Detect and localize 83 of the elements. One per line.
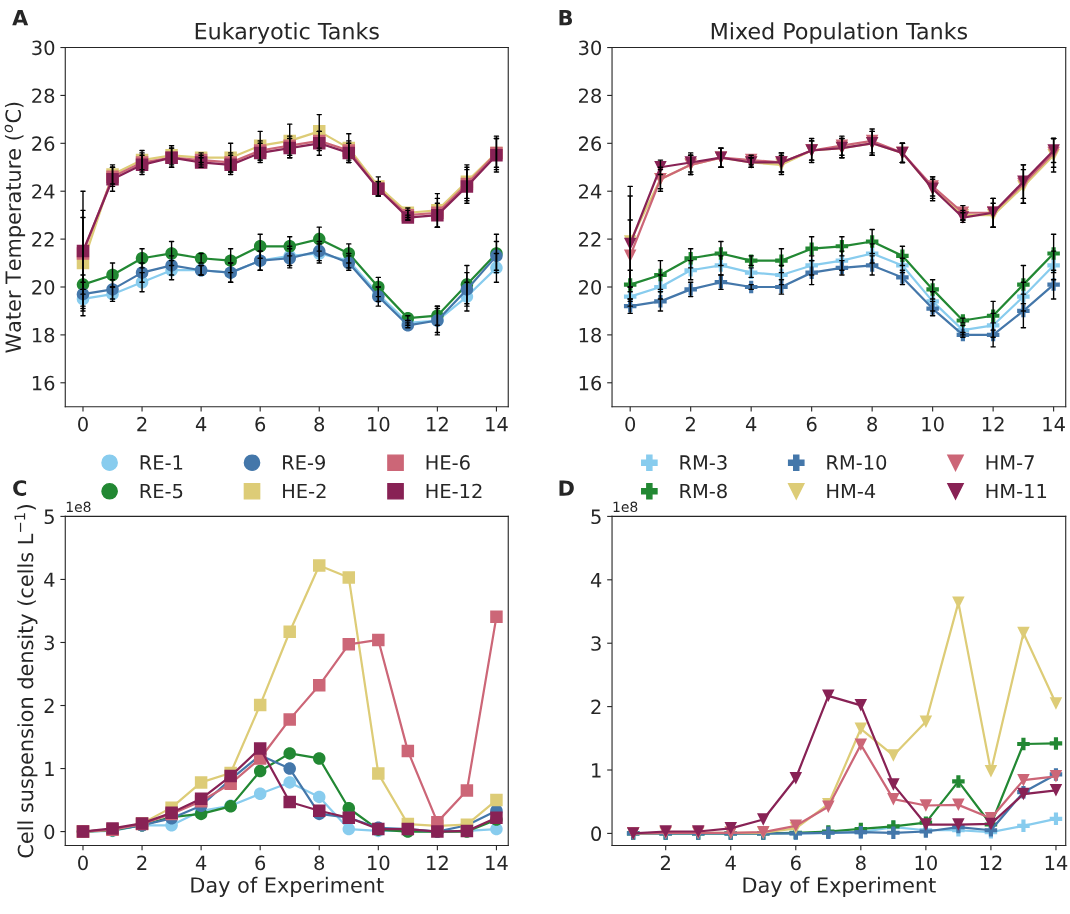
legend-label: RE-9: [283, 455, 325, 470]
legend-label: RE-1: [140, 455, 183, 470]
legend-label: HE-6: [426, 455, 470, 470]
y-tick-label: 5: [44, 509, 54, 525]
legend-label: HM-7: [986, 455, 1034, 470]
y-tick-label: 20: [32, 279, 55, 295]
text: C: [13, 480, 27, 496]
y-tick-label: 3: [591, 636, 601, 651]
y-axis-title: Cell suspension density (cells L$^{−1}$): [14, 505, 38, 858]
y-tick-label: 2: [44, 698, 54, 713]
x-tick-label: 6: [806, 416, 817, 432]
y-tick-label: 28: [579, 88, 601, 104]
legend-label: HM-4: [827, 483, 876, 499]
x-tick-label: 2: [660, 855, 670, 870]
x-tick-label: 10: [368, 855, 390, 871]
x-tick-label: 6: [255, 416, 266, 432]
x-tick-label: 2: [137, 416, 147, 432]
text: B: [559, 10, 573, 26]
y-tick-label: 16: [32, 375, 55, 391]
legend-label: RM-3: [680, 455, 727, 470]
x-tick-label: 12: [982, 416, 1004, 432]
x-tick-label: 12: [427, 416, 448, 432]
x-tick-label: 8: [855, 855, 866, 871]
legend-label: RM-8: [680, 483, 727, 499]
y-tick-label: 26: [579, 136, 602, 151]
x-tick-label: 0: [78, 416, 88, 432]
y-tick-label: 0: [44, 824, 55, 840]
y-tick-label: 3: [44, 635, 54, 651]
x-tick-label: 10: [922, 416, 944, 432]
y-tick-label: 1: [45, 761, 54, 776]
y-tick-label: 24: [32, 184, 55, 199]
x-tick-label: 4: [745, 417, 757, 432]
legend-label: HE-2: [283, 483, 326, 499]
legend-label: RE-5: [140, 483, 183, 499]
x-tick-label: 14: [1045, 855, 1068, 870]
legend-label: HM-11: [986, 483, 1047, 499]
x-axis-title: Day of Experiment: [191, 876, 384, 897]
x-tick-label: 4: [195, 855, 207, 870]
x-tick-label: 6: [255, 855, 266, 871]
x-tick-label: 14: [486, 417, 508, 432]
x-axis-title: Day of Experiment: [743, 876, 936, 897]
y-tick-label: 30: [32, 40, 55, 56]
x-tick-label: 4: [725, 855, 736, 870]
x-tick-label: 2: [685, 416, 695, 432]
x-tick-label: 8: [314, 855, 325, 871]
text: 1e8: [613, 501, 638, 513]
y-tick-label: 22: [32, 232, 54, 247]
x-tick-label: 14: [1043, 417, 1065, 432]
text: 1e8: [66, 501, 91, 513]
x-tick-label: 10: [915, 855, 937, 871]
x-tick-label: 12: [427, 855, 448, 870]
y-tick-label: 18: [32, 327, 55, 343]
y-tick-label: 22: [579, 232, 601, 247]
y-axis-title: Water Temperature ($^{o}$C): [4, 102, 26, 353]
y-tick-label: 28: [32, 88, 55, 104]
y-tick-label: 18: [579, 327, 601, 343]
x-tick-label: 8: [867, 416, 877, 432]
y-tick-label: 20: [579, 279, 602, 295]
chart-title: Mixed Population Tanks: [711, 22, 968, 44]
text: A: [12, 10, 29, 26]
chart-title: Eukaryotic Tanks: [195, 22, 379, 44]
y-tick-label: 4: [590, 573, 602, 588]
x-tick-label: 2: [137, 855, 147, 870]
y-tick-label: 30: [579, 40, 602, 56]
x-tick-label: 0: [78, 855, 88, 871]
x-tick-label: 8: [314, 416, 325, 432]
x-tick-label: 0: [625, 416, 636, 432]
y-tick-label: 16: [579, 375, 602, 391]
y-tick-label: 4: [44, 572, 55, 587]
text: D: [559, 480, 574, 496]
x-tick-label: 12: [980, 855, 1002, 870]
y-tick-label: 24: [579, 184, 602, 199]
y-tick-label: 1: [592, 763, 601, 778]
y-tick-label: 5: [591, 509, 601, 525]
x-tick-label: 4: [195, 417, 207, 432]
x-tick-label: 6: [790, 855, 801, 871]
y-tick-label: 2: [591, 699, 601, 714]
y-tick-label: 0: [591, 826, 602, 842]
legend-label: HE-12: [426, 483, 482, 499]
y-tick-label: 26: [32, 136, 55, 151]
legend-label: RM-10: [827, 455, 887, 470]
x-tick-label: 14: [486, 855, 508, 870]
x-tick-label: 10: [368, 416, 390, 432]
